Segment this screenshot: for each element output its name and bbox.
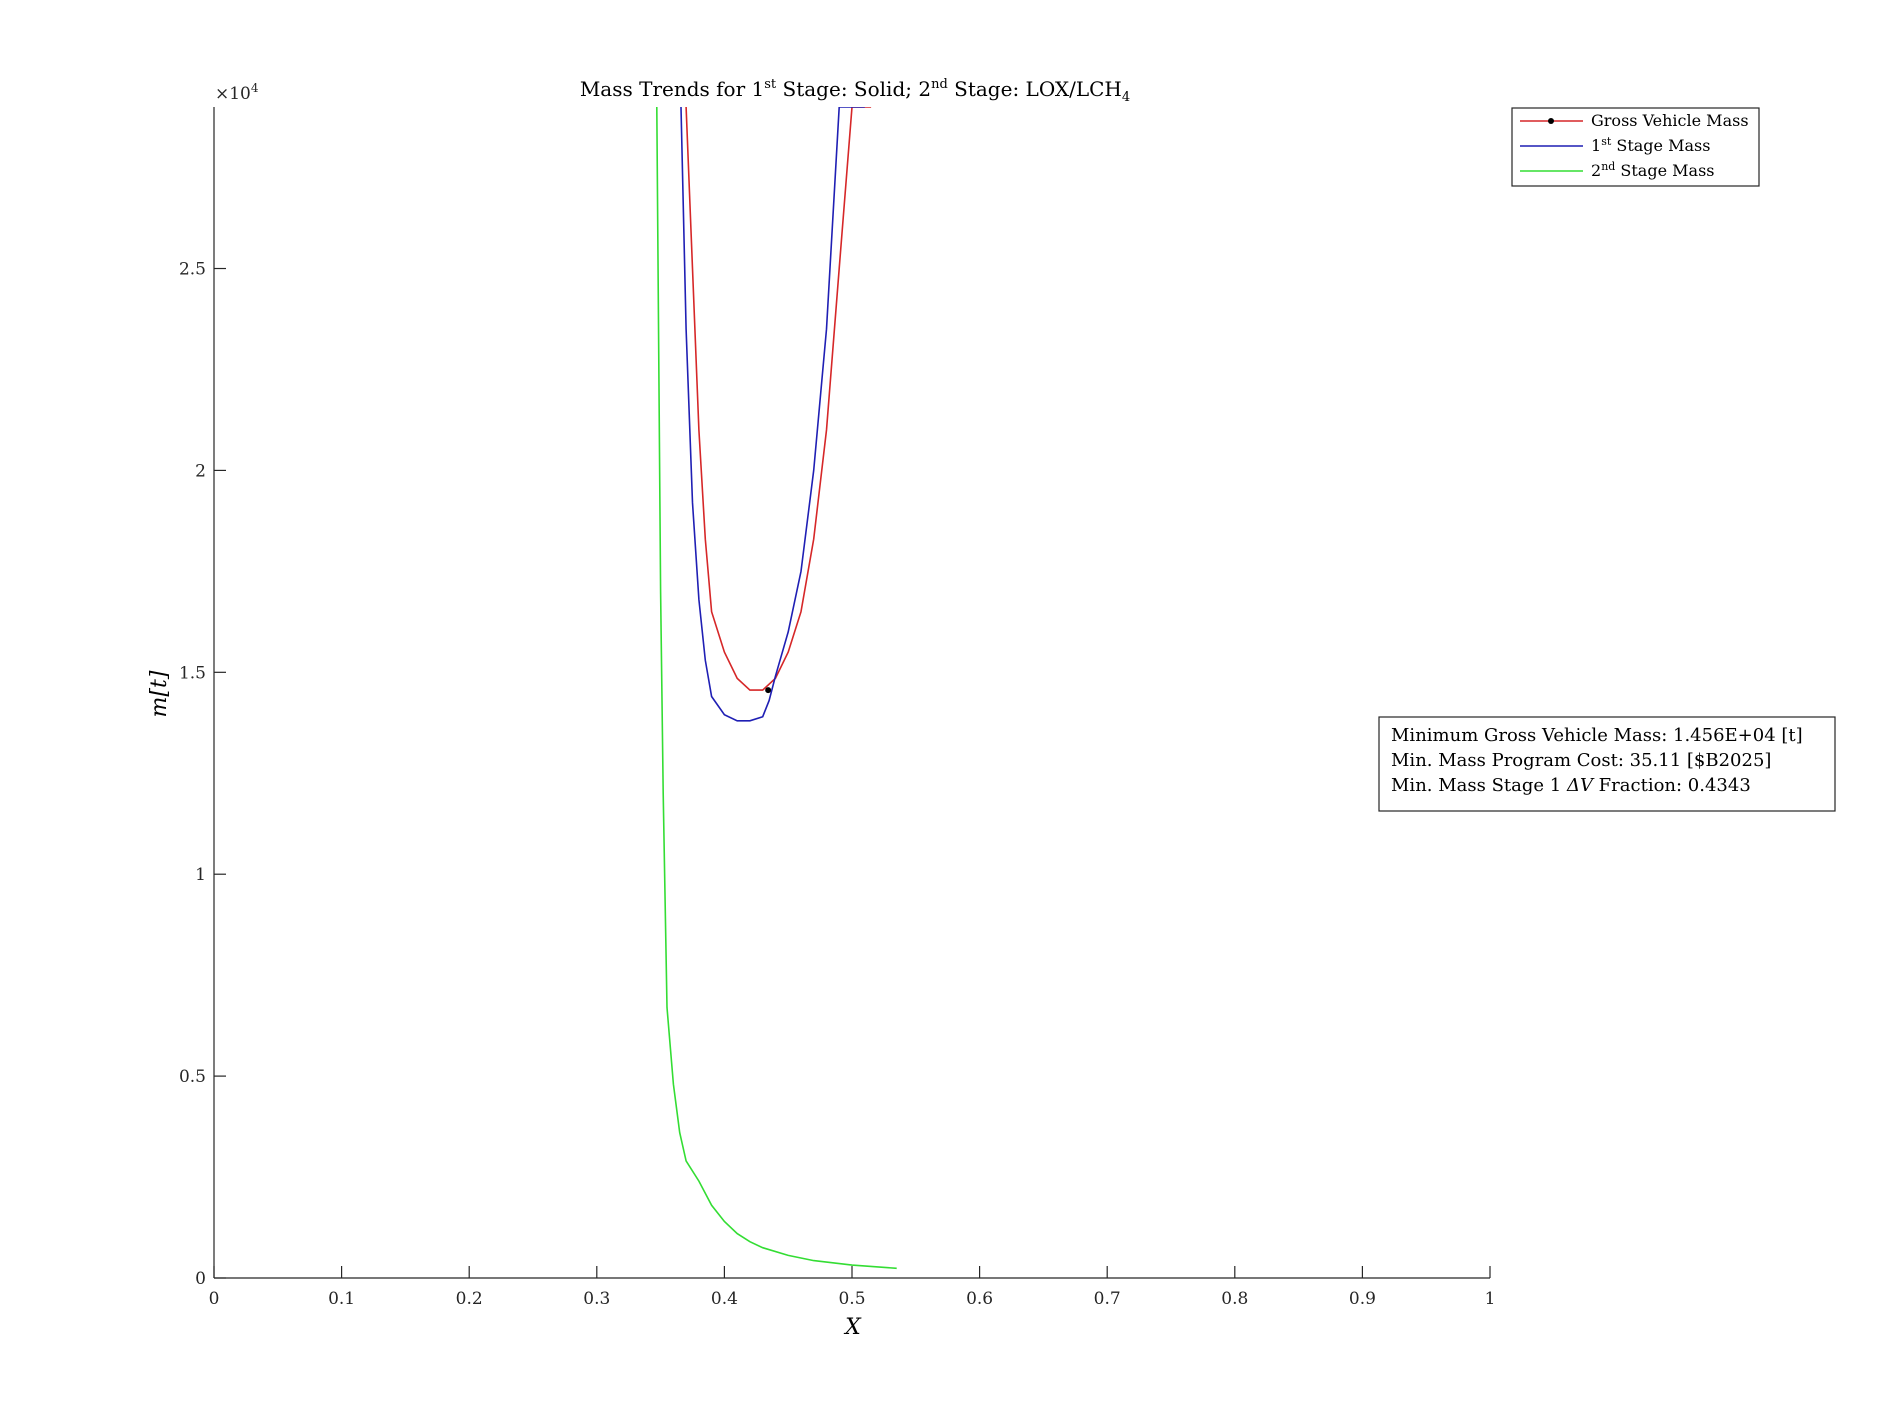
ticks: 0 0.1 0.2 0.3 0.4 0.5 0.6 0.7 0.8 0.9 1 0 0.5 1 1.5 2 2.… [179,260,1495,1309]
chart-title-prefix: Mass Trends for 1 [580,77,764,101]
series-line-3 [656,107,897,1270]
x-tick-label: 0 [209,1289,220,1309]
x-tick-label: 0.8 [1221,1289,1248,1309]
annotation-frame [1378,716,1836,812]
x-tick-label: 0.7 [1094,1289,1121,1309]
legend-items: Gross Vehicle Mass 1st Stage Mass 2nd Stag… [1520,111,1749,180]
y-tick-label: 0 [195,1269,206,1289]
chart-title-sup1: st [764,77,777,92]
annotation-line3: Min. Mass Stage 1 ΔV Fraction: 0.4343 [1391,775,1751,796]
chart-title-mid: Stage: Solid; 2 [776,77,931,101]
annotation-box: Minimum Gross Vehicle Mass: 1.456E+04 [t… [1378,716,1836,812]
y-exponent: ×104 [215,81,259,104]
axes [213,107,1490,1279]
chart-title-sub: 4 [1122,90,1130,105]
annotation-line1: Minimum Gross Vehicle Mass: 1.456E+04 [t… [1391,725,1803,746]
y-tick-label: 2.5 [179,260,206,280]
y-tick-label: 2 [195,461,206,481]
x-tick-label: 0.4 [711,1289,738,1309]
y-tick-label: 1 [195,865,206,885]
y-tick-label: 0.5 [179,1067,206,1087]
y-tick-label: 1.5 [179,663,206,683]
legend-label-2: 1st Stage Mass [1591,135,1710,155]
min-mass-marker [765,687,772,694]
legend-marker [1548,118,1554,124]
legend-label-3: 2nd Stage Mass [1591,160,1714,180]
x-tick-label: 0.6 [966,1289,993,1309]
x-tick-label: 1 [1485,1289,1496,1309]
x-axis-label: X [843,1315,862,1340]
x-tick-label: 0.5 [838,1289,865,1309]
series-line-1 [685,107,872,691]
chart-title-sup2: nd [931,77,948,92]
series-layer [656,107,897,1270]
y-exponent-base: ×10 [215,84,251,104]
legend: Gross Vehicle Mass 1st Stage Mass 2nd Stag… [1511,107,1760,187]
y-exponent-power: 4 [251,81,259,95]
annotation-line3-pre: Min. Mass Stage 1 [1391,775,1567,796]
chart-title-mid2: Stage: LOX/LCH [948,77,1122,101]
legend-label-1: Gross Vehicle Mass [1591,111,1749,130]
series-line-2 [680,107,865,722]
plot-area [656,107,897,1270]
x-tick-label: 0.3 [583,1289,610,1309]
annotation-line3-math: ΔV [1566,775,1595,796]
y-axis-label: m[t] [147,670,172,717]
x-tick-label: 0.9 [1349,1289,1376,1309]
x-tick-label: 0.1 [328,1289,355,1309]
annotation-line3-post: Fraction: 0.4343 [1593,775,1751,796]
annotation-line2: Min. Mass Program Cost: 35.11 [$B2025] [1391,750,1771,771]
x-tick-label: 0.2 [456,1289,483,1309]
chart-title: Mass Trends for 1st Stage: Solid; 2nd St… [580,77,1130,105]
